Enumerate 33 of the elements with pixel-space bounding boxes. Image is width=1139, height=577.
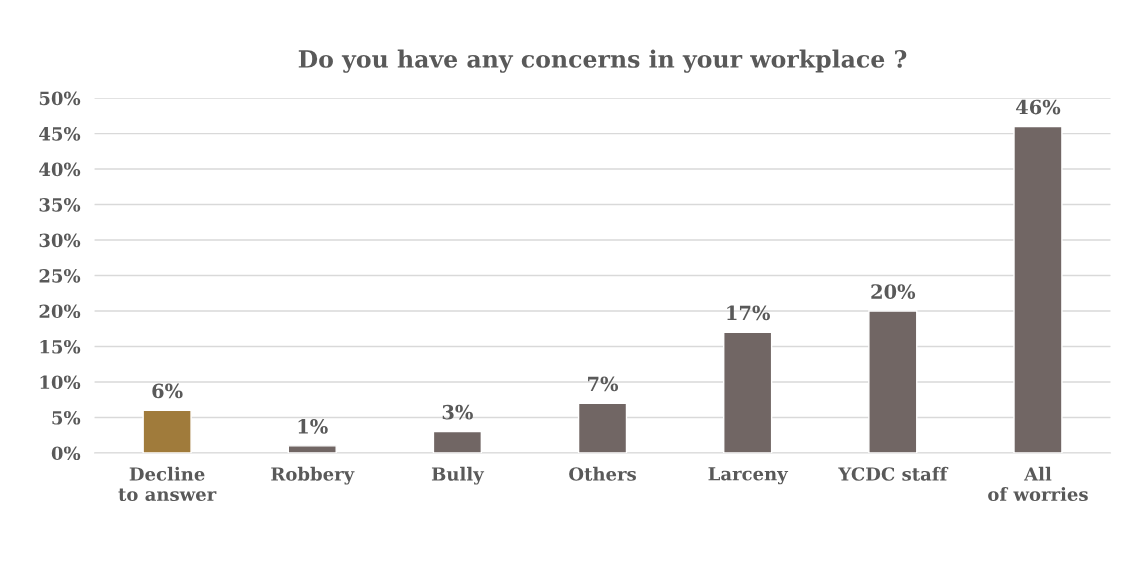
x-tick-label: Decline to answer: [118, 466, 217, 502]
data-label: 17%: [727, 305, 770, 321]
bar: [142, 409, 192, 453]
x-tick-label: Bully: [431, 466, 485, 485]
bar: [868, 310, 918, 453]
x-tick-label: Others: [569, 466, 636, 481]
y-tick-label: 0%: [51, 446, 81, 461]
y-tick-label: 35%: [39, 198, 81, 212]
x-tick-label: Larceny: [708, 467, 789, 485]
data-label: 7%: [588, 376, 619, 392]
y-tick-label: 50%: [39, 91, 81, 106]
bar: [577, 402, 628, 453]
data-label: 46%: [1015, 99, 1061, 115]
data-label: 1%: [298, 419, 328, 434]
data-label: 20%: [871, 284, 916, 299]
data-label: 6%: [152, 383, 183, 399]
y-tick-label: 40%: [39, 162, 81, 177]
data-label: 3%: [442, 404, 473, 420]
x-tick-label: All of worries: [988, 466, 1088, 502]
bar: [723, 331, 773, 453]
chart-title: Do you have any concerns in your workplace ?: [298, 49, 907, 73]
y-tick-label: 10%: [40, 375, 81, 390]
y-tick-label: 20%: [39, 304, 81, 319]
y-tick-label: 30%: [39, 233, 81, 248]
bar: [432, 430, 483, 453]
y-tick-label: 5%: [52, 410, 81, 425]
y-tick-label: 45%: [39, 127, 81, 141]
bar: [1013, 125, 1063, 453]
bar: [287, 445, 337, 453]
y-tick-label: 25%: [39, 268, 81, 283]
x-tick-label: Robbery: [271, 466, 355, 485]
x-tick-label: YCDC staff: [838, 466, 949, 481]
y-tick-label: 15%: [40, 339, 81, 354]
